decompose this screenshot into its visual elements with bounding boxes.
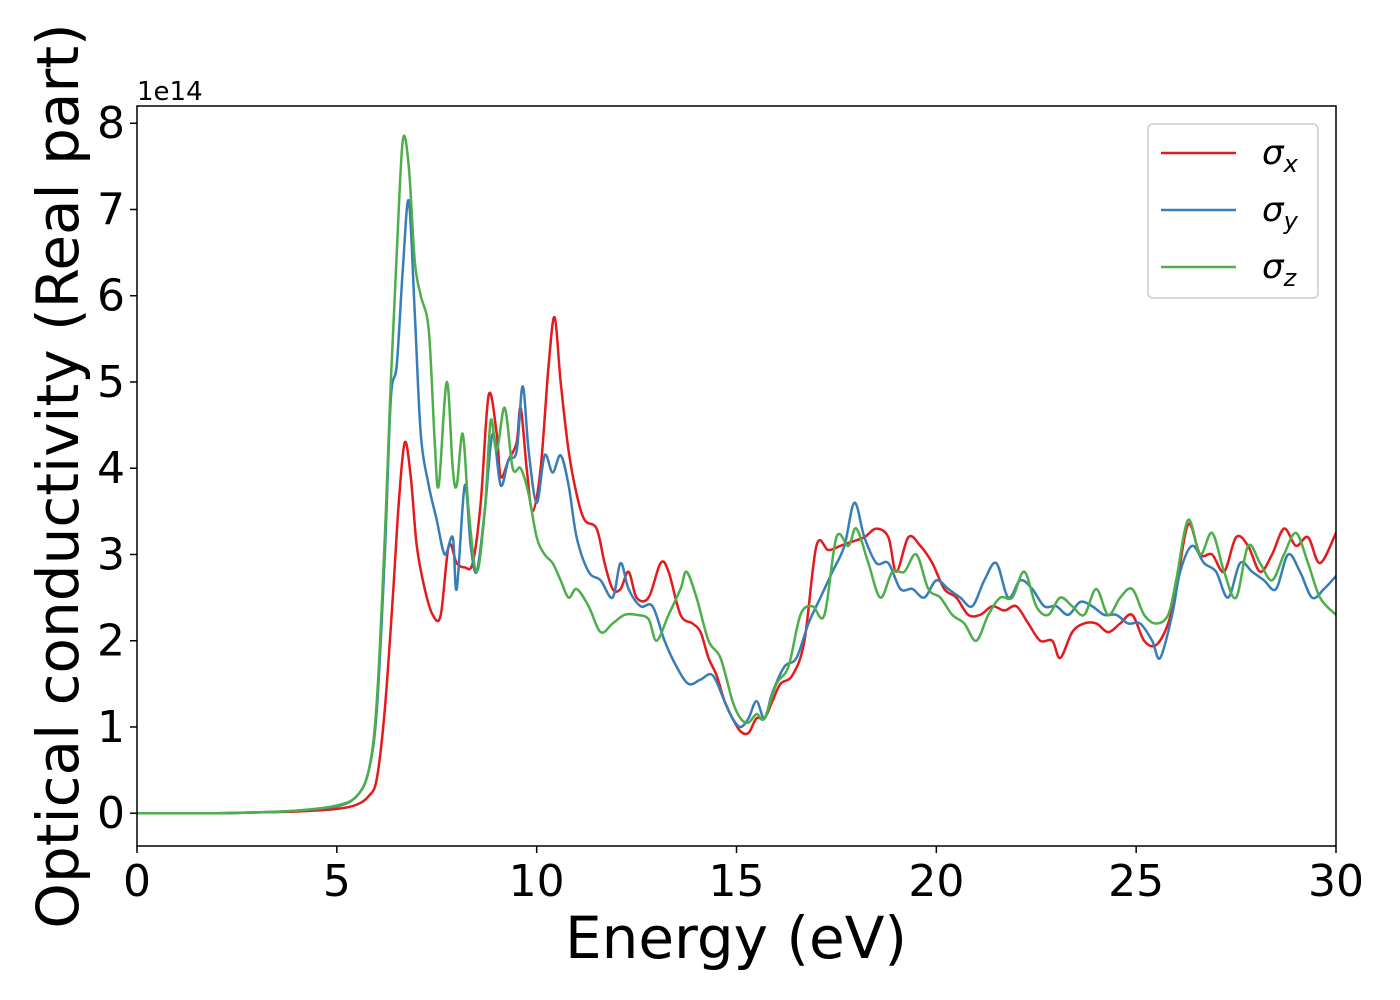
y-axis: 0 1 2 3 4 5 6 7 8	[97, 98, 137, 839]
y-axis-offset-label: 1e14	[137, 77, 203, 107]
series-layer	[137, 134, 1336, 815]
x-tick-label: 25	[1108, 856, 1164, 907]
y-tick-label: 4	[97, 443, 125, 494]
series-line-x	[137, 316, 1336, 815]
x-tick-label: 20	[908, 856, 964, 907]
y-tick-label: 8	[97, 98, 125, 149]
legend-item-z: σz	[1161, 247, 1298, 292]
y-tick-label: 2	[97, 616, 125, 667]
legend-item-y: σy	[1161, 190, 1299, 235]
y-tick-label: 0	[97, 788, 125, 839]
x-tick-label: 10	[509, 856, 565, 907]
series-line-y	[137, 199, 1336, 815]
x-axis-title: Energy (eV)	[565, 904, 907, 972]
x-axis: 0 5 10 15 20 25 30	[123, 846, 1364, 907]
x-tick-label: 30	[1308, 856, 1364, 907]
y-tick-label: 7	[97, 184, 125, 235]
y-tick-label: 5	[97, 357, 125, 408]
y-tick-label: 1	[97, 702, 125, 753]
y-tick-label: 6	[97, 271, 125, 322]
legend-label: σy	[1262, 190, 1299, 235]
series-line-z	[137, 134, 1336, 815]
x-tick-label: 0	[123, 856, 151, 907]
legend-item-x: σx	[1161, 133, 1299, 178]
y-tick-label: 3	[97, 529, 125, 580]
legend-label: σz	[1262, 247, 1298, 292]
y-axis-title: Optical conductivity (Real part)	[24, 23, 92, 928]
legend: σx σy σz	[1147, 123, 1319, 299]
legend-label: σx	[1262, 133, 1299, 178]
x-tick-label: 5	[323, 856, 351, 907]
x-tick-label: 15	[709, 856, 765, 907]
